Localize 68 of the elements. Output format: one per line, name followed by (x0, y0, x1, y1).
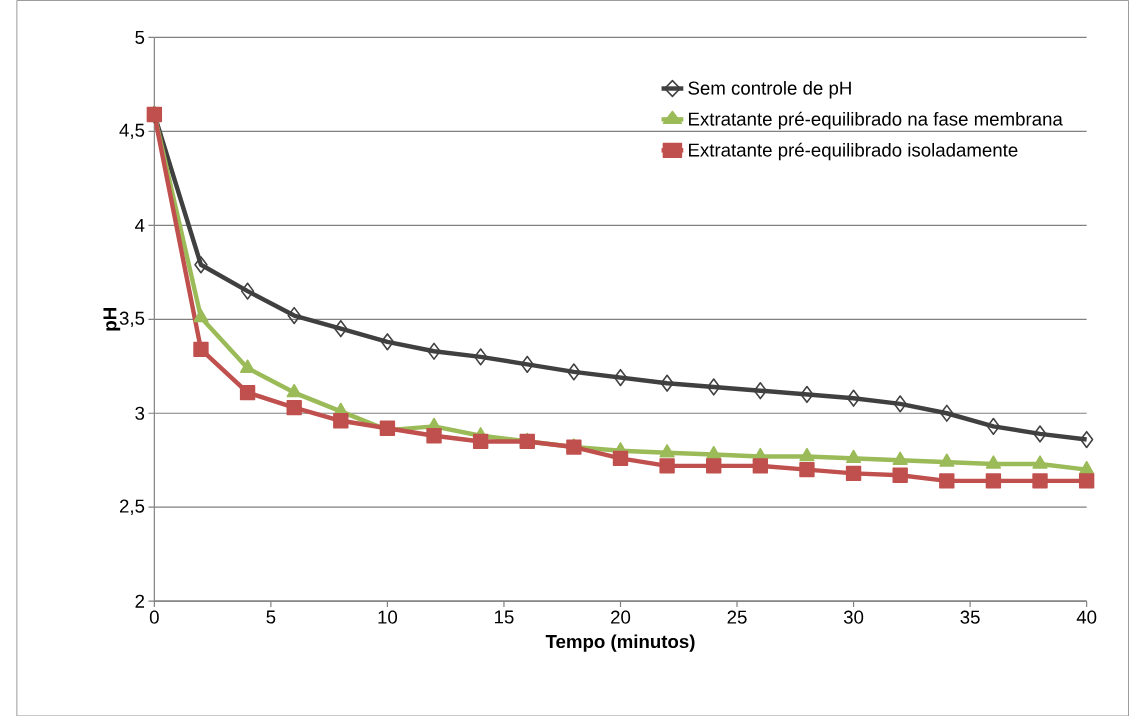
point (985, 472, 1002, 489)
point (567, 363, 581, 381)
point (799, 447, 815, 461)
point (193, 308, 209, 322)
point (333, 412, 349, 429)
point (845, 465, 862, 481)
point (706, 457, 722, 474)
x-tick-label: 5 (266, 610, 276, 624)
point (892, 451, 908, 465)
x-tick-label: 35 (960, 610, 980, 624)
y-tick-label: 2,5 (119, 499, 145, 515)
point (613, 368, 628, 386)
point (892, 467, 908, 483)
y-axis-title: pH (103, 307, 121, 331)
point (660, 374, 674, 392)
x-tick-label: 20 (611, 610, 631, 624)
legend-label: Extratante pré-equilibrado na fase membrana (689, 111, 1063, 130)
x-tick-label: 15 (495, 610, 514, 624)
y-tick-label: 3 (135, 406, 145, 420)
point (659, 457, 675, 474)
point (845, 449, 862, 463)
point (986, 417, 1001, 435)
point (473, 347, 488, 366)
point (520, 355, 534, 373)
point (940, 404, 954, 422)
point (426, 427, 442, 444)
point (286, 399, 302, 416)
point (240, 282, 255, 300)
legend-label: Extratante pré-equilibrado isoladamente (689, 142, 1018, 161)
point (239, 359, 256, 373)
point (472, 433, 489, 449)
point (287, 306, 301, 324)
point (800, 385, 814, 403)
point (985, 455, 1002, 469)
y-tick-label: 2 (135, 594, 145, 608)
point (659, 443, 675, 458)
y-tick-label: 5 (135, 30, 145, 44)
x-tick-label: 25 (727, 610, 747, 624)
y-tick-label: 3,5 (119, 311, 145, 327)
point (1033, 425, 1047, 443)
y-tick-label: 4 (135, 218, 145, 232)
x-tick-label: 0 (149, 610, 159, 624)
point (1032, 472, 1048, 489)
point (893, 394, 907, 413)
point (194, 255, 208, 274)
x-tick-label: 10 (378, 610, 398, 624)
point (1032, 455, 1048, 469)
point (753, 381, 768, 400)
point (707, 378, 721, 396)
point (939, 453, 955, 467)
point (612, 450, 629, 466)
x-axis-title: Tempo (minutos) (545, 634, 695, 652)
point (334, 319, 348, 338)
point (193, 341, 209, 357)
point (1078, 472, 1095, 489)
point (286, 383, 302, 398)
x-tick-label: 30 (843, 610, 864, 624)
point (799, 461, 815, 478)
point (380, 332, 395, 351)
legend-label: Sem controle de pH (688, 80, 851, 99)
y-tick-label: 4,5 (119, 123, 145, 139)
point (239, 384, 256, 401)
point (752, 457, 769, 474)
point (939, 472, 955, 489)
point (846, 389, 861, 407)
x-tick-label: 40 (1076, 610, 1097, 624)
point (427, 342, 441, 360)
point (1079, 430, 1094, 449)
